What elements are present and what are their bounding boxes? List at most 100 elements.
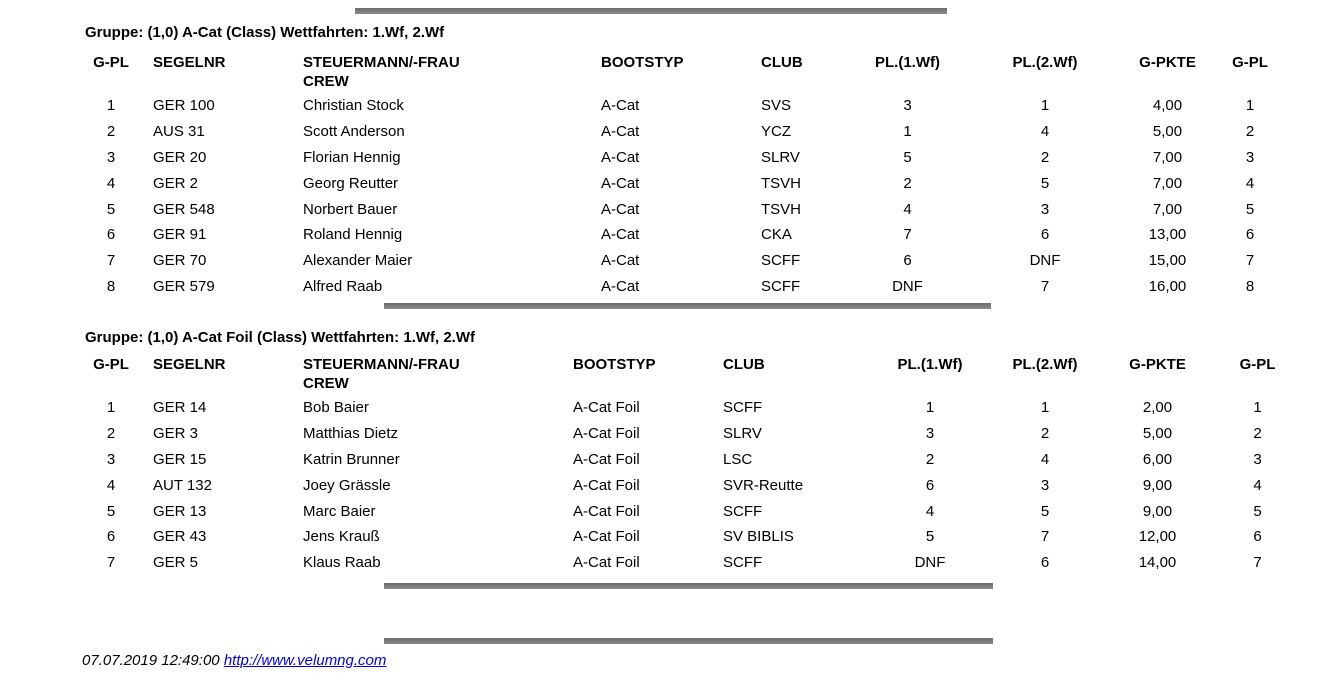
cell: 8 <box>1245 277 1255 295</box>
cell: Katrin Brunner <box>303 450 400 468</box>
table-row: 2 AUS 31 Scott Anderson A-Cat YCZ 1 4 5,00 2 <box>85 119 1295 145</box>
cell: 2 <box>1040 148 1050 166</box>
cell: 6 <box>106 528 116 546</box>
cell: A-Cat <box>601 200 640 218</box>
cell: A-Cat <box>601 252 640 270</box>
cell: A-Cat <box>601 123 640 141</box>
cell: DNF <box>1029 252 1061 270</box>
cell: 4 <box>106 174 116 192</box>
divider-bar-middle <box>384 303 991 309</box>
cell: 4 <box>106 476 116 494</box>
cell: 7 <box>1245 252 1255 270</box>
cell: 2 <box>1253 425 1262 443</box>
cell: 3 <box>1040 476 1050 494</box>
cell: AUT 132 <box>153 476 212 494</box>
cell: Florian Hennig <box>303 148 401 166</box>
cell: GER 5 <box>153 554 199 572</box>
table-row: 7 GER 70 Alexander Maier A-Cat SCFF 6 DNF 15,00… <box>85 248 1295 274</box>
cell: 2,00 <box>1142 399 1173 417</box>
cell: 6 <box>903 252 912 270</box>
cell: SLRV <box>761 148 800 166</box>
cell: 2 <box>106 425 116 443</box>
cell: 5 <box>1253 502 1262 520</box>
table-row: 4 GER 2 Georg Reutter A-Cat TSVH 2 5 7,00 4 <box>85 170 1295 196</box>
cell: 4 <box>1040 450 1050 468</box>
divider-bar-bottom <box>384 583 993 589</box>
cell: 1 <box>1253 399 1262 417</box>
divider-bar-top <box>355 8 947 14</box>
cell: Christian Stock <box>303 97 404 115</box>
cell: 9,00 <box>1142 502 1173 520</box>
column-header-pl-2-wf-: PL.(2.Wf) <box>1012 54 1078 71</box>
column-header-g-pl: G-PL <box>93 356 129 373</box>
cell: Scott Anderson <box>303 123 405 141</box>
table-row: 5 GER 548 Norbert Bauer A-Cat TSVH 4 3 7,00 5 <box>85 196 1295 222</box>
cell: Matthias Dietz <box>303 425 399 443</box>
cell: 7,00 <box>1152 174 1183 192</box>
cell: Bob Baier <box>303 399 369 417</box>
cell: 2 <box>1245 123 1255 141</box>
cell: GER 100 <box>153 97 215 115</box>
column-header-g-pkte: G-PKTE <box>1139 54 1196 71</box>
cell: 5 <box>106 200 116 218</box>
cell: 5 <box>1040 502 1050 520</box>
cell: 2 <box>106 123 116 141</box>
column-header-g-pkte: G-PKTE <box>1129 356 1186 373</box>
footer: 07.07.2019 12:49:00 http://www.velumng.c… <box>82 652 386 670</box>
table-row: 6 GER 43 Jens Krauß A-Cat Foil SV BIBLIS 5 7 12… <box>85 524 1295 550</box>
cell: 5,00 <box>1152 123 1183 141</box>
table-row: 3 GER 20 Florian Hennig A-Cat SLRV 5 2 7,00 3 <box>85 145 1295 171</box>
cell: A-Cat Foil <box>573 554 640 572</box>
cell: A-Cat <box>601 226 640 244</box>
cell: A-Cat <box>601 277 640 295</box>
cell: GER 14 <box>153 399 207 417</box>
cell: TSVH <box>761 200 802 218</box>
cell: TSVH <box>761 174 802 192</box>
velumng-link[interactable]: http://www.velumng.com <box>223 652 387 669</box>
cell: A-Cat Foil <box>573 528 640 546</box>
cell: SCFF <box>723 502 763 520</box>
cell: 3 <box>903 97 912 115</box>
cell: 3 <box>106 148 116 166</box>
cell: 6 <box>1040 554 1050 572</box>
cell: 9,00 <box>1142 476 1173 494</box>
cell: 3 <box>1040 200 1050 218</box>
cell: YCZ <box>761 123 791 141</box>
cell: GER 91 <box>153 226 207 244</box>
cell: GER 15 <box>153 450 207 468</box>
cell: GER 3 <box>153 425 199 443</box>
column-header-club: CLUB <box>761 54 803 71</box>
cell: 7,00 <box>1152 148 1183 166</box>
cell: 3 <box>1253 450 1262 468</box>
column-header-bootstyp: BOOTSTYP <box>601 54 684 71</box>
cell: 7 <box>1040 528 1050 546</box>
cell: 2 <box>903 174 912 192</box>
cell: 12,00 <box>1138 528 1177 546</box>
cell: 3 <box>925 425 935 443</box>
cell: 1 <box>106 399 116 417</box>
column-header-g-pl: G-PL <box>93 54 129 71</box>
cell: 7 <box>106 554 116 572</box>
cell: 3 <box>106 450 116 468</box>
cell: 13,00 <box>1148 226 1187 244</box>
column-header-pl-1-wf-: PL.(1.Wf) <box>875 54 940 71</box>
table-row: 7 GER 5 Klaus Raab A-Cat Foil SCFF DNF 6 14,00 7 <box>85 550 1295 576</box>
cell: GER 43 <box>153 528 207 546</box>
column-header-segelnr: SEGELNR <box>153 54 226 71</box>
results-table-a-cat: G-PL SEGELNR STEUERMANN/-FRAU CREW BOOTSTYP C… <box>85 53 1295 299</box>
cell: A-Cat Foil <box>573 502 640 520</box>
cell: 5 <box>1245 200 1255 218</box>
cell: GER 13 <box>153 502 207 520</box>
cell: GER 70 <box>153 252 207 270</box>
cell: 4 <box>1245 174 1255 192</box>
cell: SLRV <box>723 425 762 443</box>
cell: A-Cat <box>601 148 640 166</box>
cell: A-Cat <box>601 97 640 115</box>
cell: DNF <box>914 554 946 572</box>
cell: 1 <box>925 399 935 417</box>
column-header-steuermann-frau: STEUERMANN/-FRAU CREW <box>303 356 460 392</box>
cell: Alfred Raab <box>303 277 383 295</box>
cell: 5 <box>1040 174 1050 192</box>
cell: Georg Reutter <box>303 174 399 192</box>
